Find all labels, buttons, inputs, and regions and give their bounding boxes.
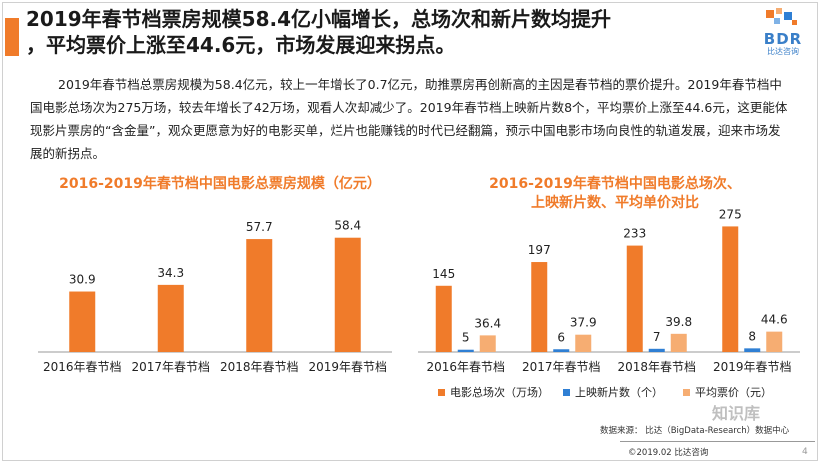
new-films-bar (553, 349, 570, 352)
box-office-tick-label: 2016年春节档 (43, 360, 122, 374)
box-office-value-label: 34.3 (157, 266, 184, 280)
avg-price-value-label: 44.6 (761, 313, 788, 327)
logo-subtext: 比达咨询 (767, 47, 799, 56)
box-office-bar (69, 291, 96, 352)
box-office-tick-label: 2019年春节档 (308, 360, 387, 374)
screenings-tick-label: 2018年春节档 (617, 360, 696, 374)
legend-swatch-screenings (438, 388, 445, 396)
screenings-chart-title: 2016-2019年春节档中国电影总场次、 上映新片数、平均单价对比 (430, 175, 800, 213)
screenings-chart-title-line2: 上映新片数、平均单价对比 (531, 195, 699, 211)
avg-price-value-label: 39.8 (665, 315, 692, 329)
box-office-chart-title: 2016-2019年春节档中国电影总票房规模（亿元） (59, 176, 381, 192)
new-films-bar (457, 349, 474, 352)
new-films-value-label: 6 (557, 330, 565, 344)
watermark-text: 知识库 (712, 404, 761, 423)
new-films-bar (648, 348, 665, 352)
screenings-tick-label: 2016年春节档 (426, 360, 505, 374)
screenings-bar (722, 226, 739, 352)
bdr-logo: BDR 比达咨询 (752, 6, 814, 58)
screenings-tick-label: 2017年春节档 (522, 360, 601, 374)
data-source: 数据来源： 比达（BigData-Research）数据中心 (600, 426, 790, 436)
avg-price-value-label: 36.4 (474, 316, 501, 330)
box-office-bar (157, 284, 184, 352)
screenings-tick-label: 2019年春节档 (713, 360, 792, 374)
screenings-chart-title-line1: 2016-2019年春节档中国电影总场次、 (489, 176, 741, 192)
legend-swatch-avg-price (683, 388, 690, 396)
box-office-value-label: 30.9 (69, 273, 96, 287)
legend-item-screenings: 电影总场次（万场） (438, 384, 549, 400)
avg-price-bar (575, 334, 592, 352)
box-office-value-label: 57.7 (246, 220, 273, 234)
legend-item-new-films: 上映新片数（个） (563, 384, 663, 400)
box-office-value-label: 58.4 (334, 219, 361, 233)
legend-item-avg-price: 平均票价（元） (683, 384, 772, 400)
box-office-bar (334, 237, 361, 352)
page-title-line2: ，平均票价上涨至44.6元，市场发展迎来拐点。 (26, 33, 456, 57)
box-office-tick-label: 2017年春节档 (131, 360, 210, 374)
avg-price-bar (479, 335, 496, 352)
new-films-bar (744, 348, 761, 352)
source-divider (620, 441, 815, 442)
new-films-value-label: 8 (748, 329, 756, 343)
screenings-value-label: 233 (623, 227, 646, 241)
logo-text: BDR (763, 30, 803, 48)
legend-label-avg-price: 平均票价（元） (695, 386, 772, 399)
avg-price-value-label: 37.9 (570, 316, 597, 330)
logo-mark-icon (766, 8, 797, 25)
screenings-bar (531, 262, 548, 352)
legend-swatch-new-films (563, 388, 570, 396)
box-office-tick-label: 2018年春节档 (220, 360, 299, 374)
new-films-value-label: 7 (653, 330, 661, 344)
screenings-bar (626, 245, 643, 352)
copyright: ©2019.02 比达咨询 (628, 448, 709, 458)
title-accent-bar (5, 18, 19, 56)
screenings-bar (435, 285, 452, 352)
avg-price-bar (670, 333, 687, 352)
new-films-value-label: 5 (462, 331, 470, 345)
screenings-value-label: 145 (432, 267, 455, 281)
page-title: 2019年春节档票房规模58.4亿小幅增长，总场次和新片数均提升 ，平均票价上涨… (26, 6, 726, 58)
legend-label-screenings: 电影总场次（万场） (450, 386, 549, 399)
slide-frame (2, 2, 818, 461)
page-title-line1: 2019年春节档票房规模58.4亿小幅增长，总场次和新片数均提升 (26, 7, 612, 31)
avg-price-bar (766, 331, 783, 352)
body-paragraph: 2019年春节档总票房规模为58.4亿元，较上一年增长了0.7亿元，助推票房再创… (30, 77, 788, 161)
legend-label-new-films: 上映新片数（个） (575, 386, 663, 399)
screenings-value-label: 275 (719, 207, 742, 221)
box-office-bar (246, 239, 273, 352)
screenings-value-label: 197 (528, 243, 551, 257)
page-number: 4 (802, 447, 808, 457)
